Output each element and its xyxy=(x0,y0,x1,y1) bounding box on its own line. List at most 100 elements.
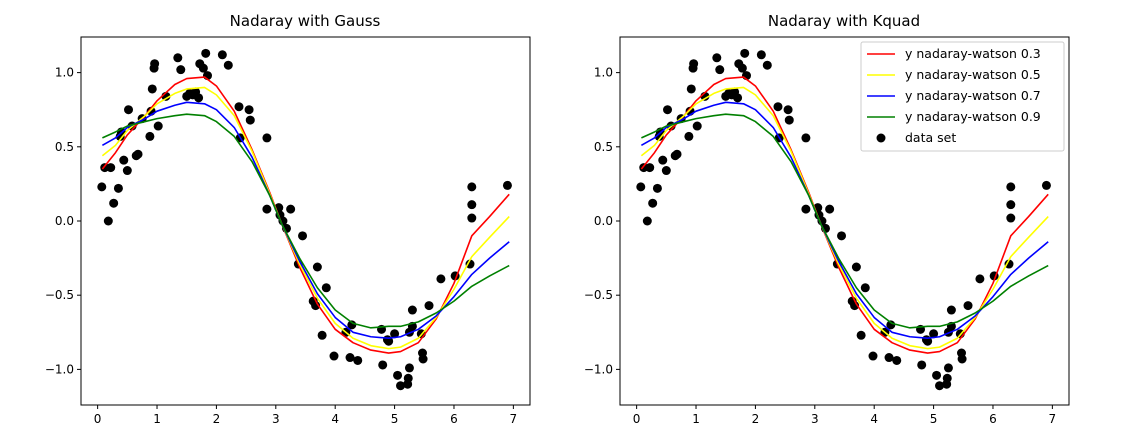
data-point xyxy=(502,180,512,190)
series-line xyxy=(102,113,510,329)
legend-entry: y nadaray-watson 0.9 xyxy=(867,109,1041,124)
data-point xyxy=(145,131,155,141)
data-point xyxy=(329,351,339,361)
data-point xyxy=(1041,180,1051,190)
y-tick-label: 1.0 xyxy=(594,66,613,80)
data-point xyxy=(244,105,254,115)
data-point xyxy=(663,105,673,115)
legend-label: data set xyxy=(905,130,956,145)
data-point xyxy=(645,163,655,173)
legend: y nadaray-watson 0.3 y nadaray-watson 0.… xyxy=(860,41,1065,152)
legend-entry: data set xyxy=(876,130,956,145)
data-point xyxy=(119,155,129,165)
data-point xyxy=(733,93,743,103)
data-point xyxy=(642,216,652,226)
y-tick-label: −0.5 xyxy=(45,288,74,302)
data-point xyxy=(407,305,417,315)
data-point xyxy=(133,149,143,159)
data-point xyxy=(661,166,671,176)
data-point xyxy=(109,198,119,208)
data-point xyxy=(672,149,682,159)
data-point xyxy=(886,320,896,330)
data-point xyxy=(935,381,945,391)
data-point xyxy=(715,65,725,75)
data-point xyxy=(773,102,783,112)
data-point xyxy=(467,200,477,210)
x-tick-label: 4 xyxy=(870,412,878,426)
data-point xyxy=(153,121,163,131)
data-point xyxy=(946,305,956,315)
data-point xyxy=(957,354,967,364)
data-point xyxy=(262,204,272,214)
data-point xyxy=(648,198,658,208)
chart-title: Nadaray with Kquad xyxy=(768,12,920,30)
x-tick-label: 3 xyxy=(811,412,819,426)
x-tick-label: 0 xyxy=(94,412,102,426)
data-point xyxy=(201,48,211,58)
data-point xyxy=(194,93,204,103)
data-point xyxy=(321,283,331,293)
data-point xyxy=(975,274,985,284)
data-point xyxy=(737,63,747,73)
data-point xyxy=(312,262,322,272)
data-point xyxy=(390,329,400,339)
x-tick-label: 1 xyxy=(153,412,161,426)
data-point xyxy=(396,381,406,391)
data-point xyxy=(801,204,811,214)
data-point xyxy=(393,370,403,380)
legend-label: y nadaray-watson 0.7 xyxy=(905,88,1041,103)
data-point xyxy=(234,102,244,112)
data-point xyxy=(689,59,699,69)
x-tick-label: 4 xyxy=(331,412,339,426)
data-point xyxy=(176,65,186,75)
data-point xyxy=(345,353,355,363)
data-point xyxy=(245,115,255,125)
data-point xyxy=(97,182,107,192)
data-point xyxy=(223,60,233,70)
data-point xyxy=(684,131,694,141)
legend-label: y nadaray-watson 0.5 xyxy=(905,67,1041,82)
data-point xyxy=(712,53,722,63)
data-point xyxy=(892,355,902,365)
data-point xyxy=(860,283,870,293)
data-point xyxy=(418,354,428,364)
legend-label: y nadaray-watson 0.9 xyxy=(905,109,1041,124)
data-point xyxy=(923,336,933,346)
x-tick-label: 1 xyxy=(692,412,700,426)
data-point xyxy=(740,48,750,58)
data-point xyxy=(851,262,861,272)
data-point xyxy=(801,133,811,143)
data-point xyxy=(884,353,894,363)
data-point xyxy=(150,59,160,69)
y-tick-label: −1.0 xyxy=(45,362,74,376)
data-point xyxy=(113,183,123,193)
data-point xyxy=(404,363,414,373)
x-tick-label: 7 xyxy=(1049,412,1057,426)
data-point xyxy=(147,84,157,94)
plot-area xyxy=(97,48,512,391)
data-point xyxy=(1004,259,1014,269)
data-point xyxy=(198,63,208,73)
data-point xyxy=(403,373,413,383)
x-tick-label: 2 xyxy=(752,412,760,426)
series-line xyxy=(641,113,1049,329)
data-point xyxy=(1006,213,1016,223)
data-point xyxy=(942,373,952,383)
data-point xyxy=(467,182,477,192)
data-point xyxy=(943,363,953,373)
legend-entry: y nadaray-watson 0.3 xyxy=(867,46,1041,61)
x-tick-label: 2 xyxy=(213,412,221,426)
data-point xyxy=(868,351,878,361)
x-tick-label: 5 xyxy=(391,412,399,426)
data-point xyxy=(465,259,475,269)
x-tick-label: 5 xyxy=(930,412,938,426)
data-point xyxy=(298,231,308,241)
data-point xyxy=(124,105,134,115)
data-point xyxy=(762,60,772,70)
data-point xyxy=(784,115,794,125)
data-point xyxy=(217,50,227,60)
data-point xyxy=(929,329,939,339)
y-tick-label: −0.5 xyxy=(584,288,613,302)
x-tick-label: 7 xyxy=(510,412,518,426)
